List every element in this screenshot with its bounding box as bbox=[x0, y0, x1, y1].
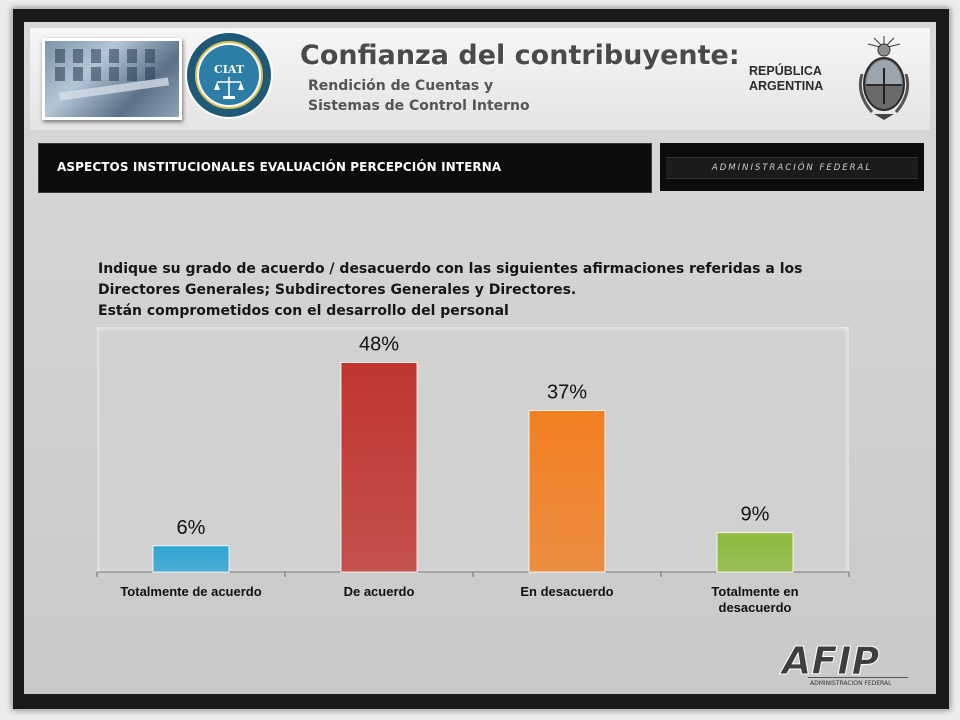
bar-1 bbox=[340, 362, 418, 573]
question-line-2: Directores Generales; Subdirectores Gene… bbox=[98, 282, 577, 298]
section-banner-text: ASPECTOS INSTITUCIONALES EVALUACIÓN PERC… bbox=[57, 160, 502, 174]
afip-logo: AFIP ADMINISTRACION FEDERAL bbox=[778, 639, 918, 688]
survey-question: Indique su grado de acuerdo / desacuerdo… bbox=[98, 259, 858, 322]
category-tick-label: Totalmente de acuerdo bbox=[120, 584, 261, 599]
page-title: Confianza del contribuyente: bbox=[300, 40, 740, 71]
bar-data-label: 48% bbox=[359, 334, 399, 356]
bar-2 bbox=[528, 410, 606, 573]
bar-data-label: 6% bbox=[177, 517, 206, 539]
category-tick-label: desacuerdo bbox=[719, 600, 792, 615]
chart-plot-area bbox=[97, 327, 849, 573]
section-banner: ASPECTOS INSTITUCIONALES EVALUACIÓN PERC… bbox=[38, 143, 652, 193]
administracion-federal-strip: ADMINISTRACIÓN FEDERAL bbox=[660, 143, 924, 191]
afip-logo-subtext: ADMINISTRACION FEDERAL bbox=[810, 680, 892, 687]
national-coat-of-arms-icon bbox=[854, 34, 914, 122]
country-line-1: REPÚBLICA bbox=[749, 64, 822, 78]
bar-3 bbox=[716, 532, 794, 573]
afip-logo-text: AFIP bbox=[779, 640, 880, 683]
category-tick-label: De acuerdo bbox=[344, 584, 415, 599]
ciat-seal-logo: CIAT bbox=[184, 30, 274, 120]
question-line-1: Indique su grado de acuerdo / desacuerdo… bbox=[98, 261, 803, 277]
seal-text: CIAT bbox=[214, 63, 245, 76]
administracion-federal-text: ADMINISTRACIÓN FEDERAL bbox=[666, 157, 918, 179]
subtitle-line-1: Rendición de Cuentas y bbox=[308, 78, 494, 94]
question-line-3: Están comprometidos con el desarrollo de… bbox=[98, 303, 509, 319]
building-photo bbox=[42, 38, 182, 120]
subtitle-line-2: Sistemas de Control Interno bbox=[308, 98, 530, 114]
bar-0 bbox=[152, 545, 230, 573]
country-line-2: ARGENTINA bbox=[749, 79, 824, 93]
page-subtitle: Rendición de Cuentas y Sistemas de Contr… bbox=[308, 76, 608, 116]
category-tick-label: Totalmente en bbox=[711, 584, 798, 599]
category-tick-label: En desacuerdo bbox=[520, 584, 613, 599]
country-name: REPÚBLICA ARGENTINA bbox=[749, 64, 859, 94]
bar-data-label: 9% bbox=[741, 504, 770, 526]
bar-data-label: 37% bbox=[547, 382, 587, 404]
